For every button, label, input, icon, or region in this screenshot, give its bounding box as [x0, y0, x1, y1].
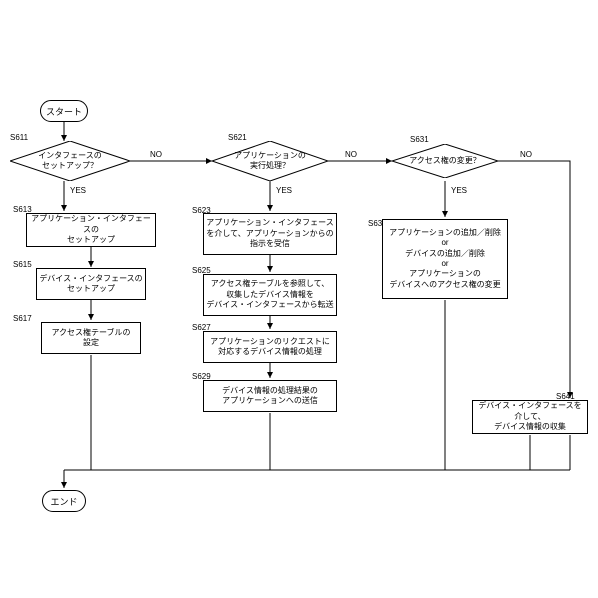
p623-text: アプリケーション・インタフェース を介して、アプリケーションからの 指示を受信: [206, 218, 333, 249]
process-add-remove-change: アプリケーションの追加／削除 or デバイスの追加／削除 or アプリケーション…: [382, 219, 508, 299]
terminal-start: スタート: [40, 100, 88, 122]
decision-3-label: アクセス権の変更？: [409, 156, 481, 166]
tag-s611: S611: [10, 133, 28, 142]
tag-s617: S617: [13, 314, 32, 323]
tag-s615: S615: [13, 260, 32, 269]
process-app-interface-setup: アプリケーション・インタフェースの セットアップ: [26, 213, 156, 247]
decision-interface-setup: インタフェースの セットアップ？: [10, 141, 130, 181]
decision-2-label: アプリケーションの 実行処理？: [234, 151, 306, 170]
process-device-interface-setup: デバイス・インタフェースの セットアップ: [36, 268, 146, 300]
process-collect-device-info: デバイス・インタフェースを介して、 デバイス情報の収集: [472, 400, 588, 434]
p625-text: アクセス権テーブルを参照して、 収集したデバイス情報を デバイス・インタフェース…: [206, 279, 333, 310]
decision-access-change: アクセス権の変更？: [392, 144, 498, 178]
p615-text: デバイス・インタフェースの セットアップ: [39, 274, 142, 295]
tag-s631: S631: [410, 135, 429, 144]
edge-d2-no: NO: [345, 150, 357, 159]
terminal-start-label: スタート: [46, 105, 82, 118]
tag-s621: S621: [228, 133, 247, 142]
edge-d1-no: NO: [150, 150, 162, 159]
decision-1-label: インタフェースの セットアップ？: [38, 151, 102, 170]
edge-d3-yes: YES: [451, 186, 467, 195]
terminal-end: エンド: [42, 490, 86, 512]
decision-app-exec: アプリケーションの 実行処理？: [212, 141, 328, 181]
p629-text: デバイス情報の処理結果の アプリケーションへの送信: [222, 386, 318, 407]
p617-text: アクセス権テーブルの 設定: [51, 328, 130, 349]
edge-d3-no: NO: [520, 150, 532, 159]
p613-text: アプリケーション・インタフェースの セットアップ: [29, 214, 153, 245]
terminal-end-label: エンド: [50, 495, 77, 508]
edge-d2-yes: YES: [276, 186, 292, 195]
edge-d1-yes: YES: [70, 186, 86, 195]
p627-text: アプリケーションのリクエストに 対応するデバイス情報の処理: [210, 337, 330, 358]
process-forward-device-info: アクセス権テーブルを参照して、 収集したデバイス情報を デバイス・インタフェース…: [203, 274, 337, 316]
process-access-table-set: アクセス権テーブルの 設定: [41, 322, 141, 354]
process-receive-instruction: アプリケーション・インタフェース を介して、アプリケーションからの 指示を受信: [203, 213, 337, 255]
p633-text: アプリケーションの追加／削除 or デバイスの追加／削除 or アプリケーション…: [389, 228, 501, 290]
p641-text: デバイス・インタフェースを介して、 デバイス情報の収集: [475, 401, 585, 432]
process-send-result: デバイス情報の処理結果の アプリケーションへの送信: [203, 380, 337, 412]
flowchart-canvas: スタート インタフェースの セットアップ？ S611 NO YES アプリケーシ…: [0, 0, 598, 598]
process-handle-request: アプリケーションのリクエストに 対応するデバイス情報の処理: [203, 331, 337, 363]
